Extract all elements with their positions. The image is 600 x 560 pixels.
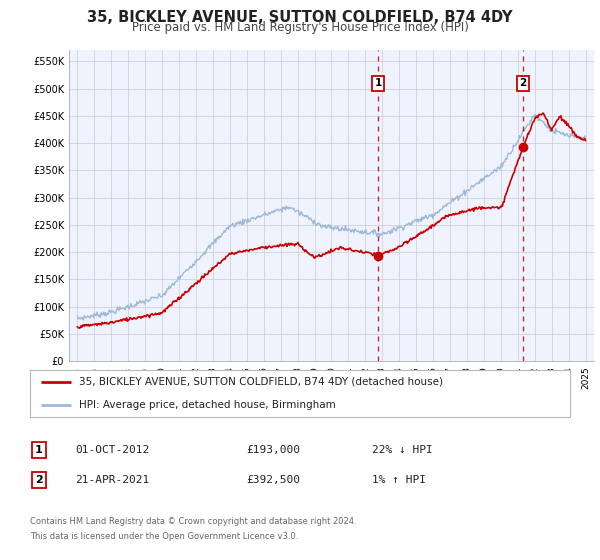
Text: 1% ↑ HPI: 1% ↑ HPI (372, 475, 426, 485)
Text: Price paid vs. HM Land Registry's House Price Index (HPI): Price paid vs. HM Land Registry's House … (131, 21, 469, 34)
Text: 21-APR-2021: 21-APR-2021 (75, 475, 149, 485)
Text: HPI: Average price, detached house, Birmingham: HPI: Average price, detached house, Birm… (79, 400, 335, 410)
Text: £392,500: £392,500 (246, 475, 300, 485)
Text: 35, BICKLEY AVENUE, SUTTON COLDFIELD, B74 4DY (detached house): 35, BICKLEY AVENUE, SUTTON COLDFIELD, B7… (79, 377, 443, 387)
Text: 01-OCT-2012: 01-OCT-2012 (75, 445, 149, 455)
Text: Contains HM Land Registry data © Crown copyright and database right 2024.: Contains HM Land Registry data © Crown c… (30, 517, 356, 526)
Text: 1: 1 (374, 78, 382, 88)
Text: 1: 1 (35, 445, 43, 455)
Text: 2: 2 (35, 475, 43, 485)
Text: 2: 2 (519, 78, 526, 88)
Text: This data is licensed under the Open Government Licence v3.0.: This data is licensed under the Open Gov… (30, 532, 298, 541)
Text: 22% ↓ HPI: 22% ↓ HPI (372, 445, 433, 455)
Text: £193,000: £193,000 (246, 445, 300, 455)
Text: 35, BICKLEY AVENUE, SUTTON COLDFIELD, B74 4DY: 35, BICKLEY AVENUE, SUTTON COLDFIELD, B7… (87, 10, 513, 25)
